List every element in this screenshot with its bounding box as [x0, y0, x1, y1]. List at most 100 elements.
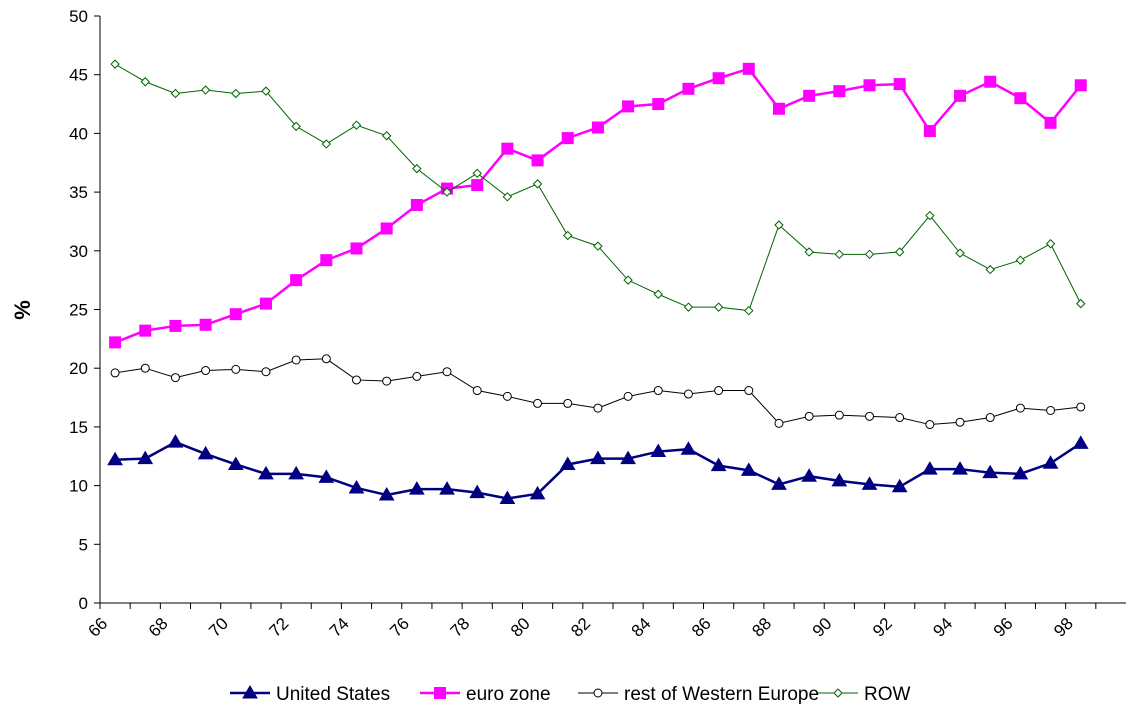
data-point [985, 264, 995, 275]
data-point [291, 121, 301, 132]
data-point [925, 210, 935, 221]
axes [99, 16, 1126, 604]
data-point [501, 142, 514, 155]
data-point [110, 59, 120, 69]
data-point [442, 187, 452, 197]
y-tick-label: 5 [79, 535, 88, 554]
data-point [382, 376, 392, 386]
data-point [439, 481, 455, 495]
data-point [231, 364, 241, 374]
x-tick-label: 84 [628, 614, 655, 641]
data-point [169, 319, 182, 332]
x-tick-label: 94 [929, 614, 956, 641]
data-point [622, 100, 635, 113]
data-point [682, 82, 695, 95]
x-tick-label: 92 [869, 614, 896, 641]
data-point [380, 222, 393, 235]
data-point [170, 88, 181, 99]
x-tick-label: 76 [386, 614, 413, 641]
legend-label: United States [276, 684, 390, 705]
data-point [288, 465, 305, 480]
x-tick-label: 74 [326, 614, 353, 641]
data-point [107, 451, 123, 466]
data-point [861, 476, 878, 490]
data-point [412, 163, 422, 174]
data-point [893, 78, 906, 91]
data-point [1015, 403, 1025, 413]
y-tick-label: 0 [79, 594, 88, 613]
data-point [954, 89, 967, 102]
data-point [864, 249, 875, 260]
data-point [561, 132, 574, 145]
data-point [412, 371, 422, 381]
data-point [229, 308, 242, 321]
series-line [115, 358, 1081, 426]
data-point [110, 368, 120, 378]
series-united-states [107, 434, 1089, 505]
data-point [1045, 239, 1056, 249]
x-tick-label: 66 [84, 614, 111, 641]
data-point [774, 418, 784, 428]
data-point [834, 410, 844, 420]
data-point [955, 248, 965, 258]
data-point [408, 481, 425, 495]
data-point [352, 375, 361, 385]
data-point [199, 318, 212, 331]
data-point [623, 275, 633, 285]
data-point [982, 464, 999, 479]
data-point [801, 468, 818, 482]
y-tick-label: 50 [69, 7, 88, 26]
data-point [591, 121, 604, 134]
x-tick-label: 68 [145, 614, 172, 641]
data-point [469, 484, 486, 499]
data-point [139, 324, 152, 337]
data-point [1076, 402, 1086, 412]
data-point [200, 85, 211, 95]
data-point [321, 139, 332, 149]
data-point [531, 154, 544, 167]
data-point [863, 79, 876, 92]
data-point [258, 465, 274, 480]
data-point [894, 247, 905, 257]
data-point [261, 86, 271, 96]
data-point [348, 479, 365, 494]
data-point [623, 391, 633, 401]
data-point [231, 88, 241, 99]
data-point [472, 168, 482, 179]
data-point [201, 366, 211, 376]
data-point [1072, 435, 1089, 449]
y-tick-label: 15 [69, 418, 88, 437]
y-tick-label: 35 [69, 183, 88, 202]
series-row [110, 59, 1086, 316]
data-point [985, 413, 995, 423]
data-point [590, 450, 606, 465]
legend: United States euro zone rest of Western Eu… [230, 684, 911, 705]
y-axis-label: % [10, 300, 35, 320]
y-tick-label: 20 [69, 359, 88, 378]
legend-item: rest of Western Europe [578, 684, 819, 705]
data-point [197, 445, 214, 460]
data-point [259, 297, 272, 310]
data-point [1074, 79, 1087, 92]
data-point [653, 386, 663, 396]
data-point [350, 242, 363, 255]
data-point [593, 403, 603, 413]
data-point [502, 391, 512, 401]
data-point [170, 373, 180, 383]
data-point [952, 461, 968, 475]
data-point [1015, 255, 1026, 265]
data-point [167, 434, 184, 448]
legend-label: rest of Western Europe [624, 684, 819, 705]
data-point [321, 354, 331, 364]
data-point [652, 98, 665, 111]
data-point [620, 450, 636, 465]
data-point [351, 120, 362, 130]
data-point [1046, 405, 1056, 415]
data-point [774, 220, 784, 230]
series-euro-zone [109, 62, 1087, 349]
data-point [472, 386, 482, 396]
x-tick-label: 80 [507, 614, 534, 641]
data-point [563, 398, 573, 408]
data-point [923, 125, 936, 138]
x-tick-label: 88 [748, 614, 775, 641]
